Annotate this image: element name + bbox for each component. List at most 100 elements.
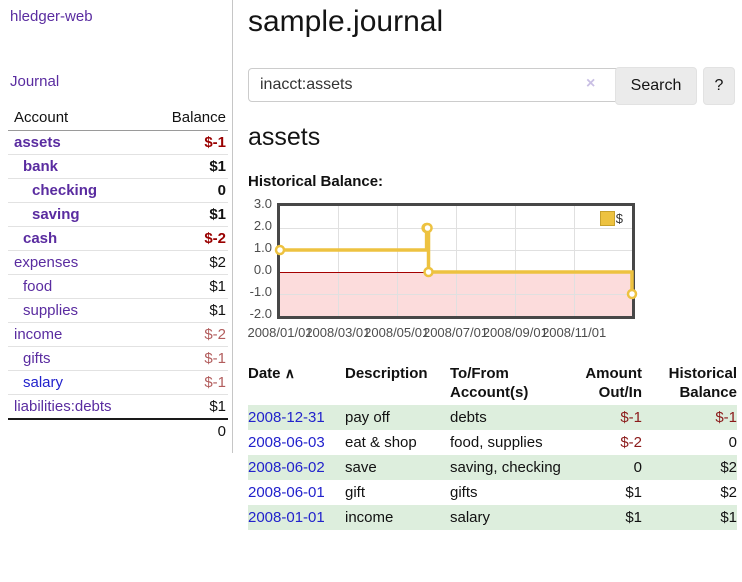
register-header-date-label: Date: [248, 365, 281, 382]
register-cell-balance: $1: [642, 505, 737, 530]
x-axis-tick-label: 2008/07/01: [423, 325, 488, 340]
app-brand-link[interactable]: hledger-web: [10, 8, 232, 25]
register-cell-description: save: [345, 455, 450, 480]
register-cell-balance: 0: [642, 430, 737, 455]
account-link[interactable]: cash: [23, 230, 57, 247]
x-axis-tick-label: 2008/09/01: [483, 325, 548, 340]
account-row: bank $1: [8, 155, 228, 179]
accounts-table: Account Balance assets $-1 bank $1 checking 0…: [8, 106, 228, 443]
account-link[interactable]: assets: [14, 134, 61, 151]
account-balance: $-1: [146, 371, 228, 395]
register-cell-accounts: salary: [450, 505, 562, 530]
register-cell-date: 2008-12-31: [248, 405, 345, 430]
register-cell-amount: $1: [562, 505, 642, 530]
register-cell-accounts: debts: [450, 405, 562, 430]
account-balance: $1: [146, 299, 228, 323]
account-link[interactable]: gifts: [23, 350, 51, 367]
search-input[interactable]: [248, 68, 633, 102]
register-table: Date ∧ Description To/From Account(s) Am…: [248, 362, 737, 530]
balance-series: [280, 206, 632, 316]
account-link[interactable]: liabilities:debts: [14, 398, 112, 415]
x-axis-tick-label: 2008/05/01: [364, 325, 429, 340]
clear-search-icon[interactable]: ×: [586, 75, 595, 93]
account-balance: $1: [146, 395, 228, 420]
data-point-marker: [425, 268, 433, 276]
account-link[interactable]: bank: [23, 158, 58, 175]
account-balance: $-2: [146, 227, 228, 251]
transaction-date-link[interactable]: 2008-12-31: [248, 409, 325, 426]
accounts-header-row: Account Balance: [8, 106, 228, 131]
register-cell-date: 2008-06-02: [248, 455, 345, 480]
y-axis-tick-label: 0.0: [238, 262, 272, 277]
register-row[interactable]: 2008-01-01incomesalary$1$1: [248, 505, 737, 530]
transaction-date-link[interactable]: 2008-06-03: [248, 434, 325, 451]
historical-balance-chart: $ 3.02.01.00.0-1.0-2.0 2008/01/012008/03…: [248, 203, 742, 353]
account-balance: $1: [146, 155, 228, 179]
y-axis-tick-label: 3.0: [238, 196, 272, 211]
y-axis-tick-label: 1.0: [238, 240, 272, 255]
account-link[interactable]: salary: [23, 374, 63, 391]
register-cell-balance: $2: [642, 480, 737, 505]
account-balance: 0: [146, 179, 228, 203]
register-header-row: Date ∧ Description To/From Account(s) Am…: [248, 362, 737, 405]
account-balance: $-1: [146, 347, 228, 371]
register-row[interactable]: 2008-06-03eat & shopfood, supplies$-20: [248, 430, 737, 455]
register-row[interactable]: 2008-06-01giftgifts$1$2: [248, 480, 737, 505]
y-axis-tick-label: 2.0: [238, 218, 272, 233]
register-header-accounts[interactable]: To/From Account(s): [450, 362, 562, 405]
x-axis-tick-label: 2008/03/01: [305, 325, 370, 340]
page-title: sample.journal: [248, 5, 742, 39]
help-button[interactable]: ?: [703, 67, 735, 105]
account-row: assets $-1: [8, 131, 228, 155]
register-cell-accounts: food, supplies: [450, 430, 562, 455]
account-row: salary $-1: [8, 371, 228, 395]
account-balance: $1: [146, 203, 228, 227]
account-link[interactable]: saving: [32, 206, 80, 223]
account-link[interactable]: food: [23, 278, 52, 295]
account-balance: $-2: [146, 323, 228, 347]
y-axis-tick-label: -2.0: [238, 306, 272, 321]
chart-plot-area[interactable]: $: [277, 203, 635, 319]
account-link[interactable]: expenses: [14, 254, 78, 271]
register-header-date[interactable]: Date ∧: [248, 362, 345, 405]
account-balance: $2: [146, 251, 228, 275]
register-header-amount[interactable]: Amount Out/In: [562, 362, 642, 405]
accounts-header-balance: Balance: [146, 106, 228, 131]
main-content: sample.journal × Search ? assets Histori…: [248, 0, 742, 530]
accounts-header-account: Account: [8, 106, 146, 131]
account-row: supplies $1: [8, 299, 228, 323]
account-row: saving $1: [8, 203, 228, 227]
register-cell-amount: $-2: [562, 430, 642, 455]
sidebar: hledger-web Journal Account Balance asse…: [0, 0, 233, 453]
transaction-date-link[interactable]: 2008-01-01: [248, 509, 325, 526]
account-row: gifts $-1: [8, 347, 228, 371]
account-link[interactable]: supplies: [23, 302, 78, 319]
register-cell-amount: 0: [562, 455, 642, 480]
account-row: food $1: [8, 275, 228, 299]
register-cell-accounts: saving, checking: [450, 455, 562, 480]
account-heading: assets: [248, 123, 742, 152]
register-row[interactable]: 2008-12-31pay offdebts$-1$-1: [248, 405, 737, 430]
transaction-date-link[interactable]: 2008-06-01: [248, 484, 325, 501]
register-cell-description: income: [345, 505, 450, 530]
account-row: expenses $2: [8, 251, 228, 275]
register-cell-date: 2008-06-01: [248, 480, 345, 505]
search-button[interactable]: Search: [615, 67, 697, 105]
register-cell-amount: $-1: [562, 405, 642, 430]
account-balance: $1: [146, 275, 228, 299]
sort-asc-icon: ∧: [285, 365, 295, 381]
nav-journal-link[interactable]: Journal: [10, 73, 232, 90]
register-row[interactable]: 2008-06-02savesaving, checking0$2: [248, 455, 737, 480]
account-link[interactable]: income: [14, 326, 62, 343]
account-link[interactable]: checking: [32, 182, 97, 199]
account-row: liabilities:debts $1: [8, 395, 228, 420]
register-header-balance[interactable]: Historical Balance: [642, 362, 737, 405]
transaction-date-link[interactable]: 2008-06-02: [248, 459, 325, 476]
account-balance: $-1: [146, 131, 228, 155]
y-axis-tick-label: -1.0: [238, 284, 272, 299]
data-point-marker: [424, 224, 432, 232]
register-header-description[interactable]: Description: [345, 362, 450, 405]
accounts-total-spacer: [8, 419, 146, 443]
register-cell-amount: $1: [562, 480, 642, 505]
account-row: income $-2: [8, 323, 228, 347]
